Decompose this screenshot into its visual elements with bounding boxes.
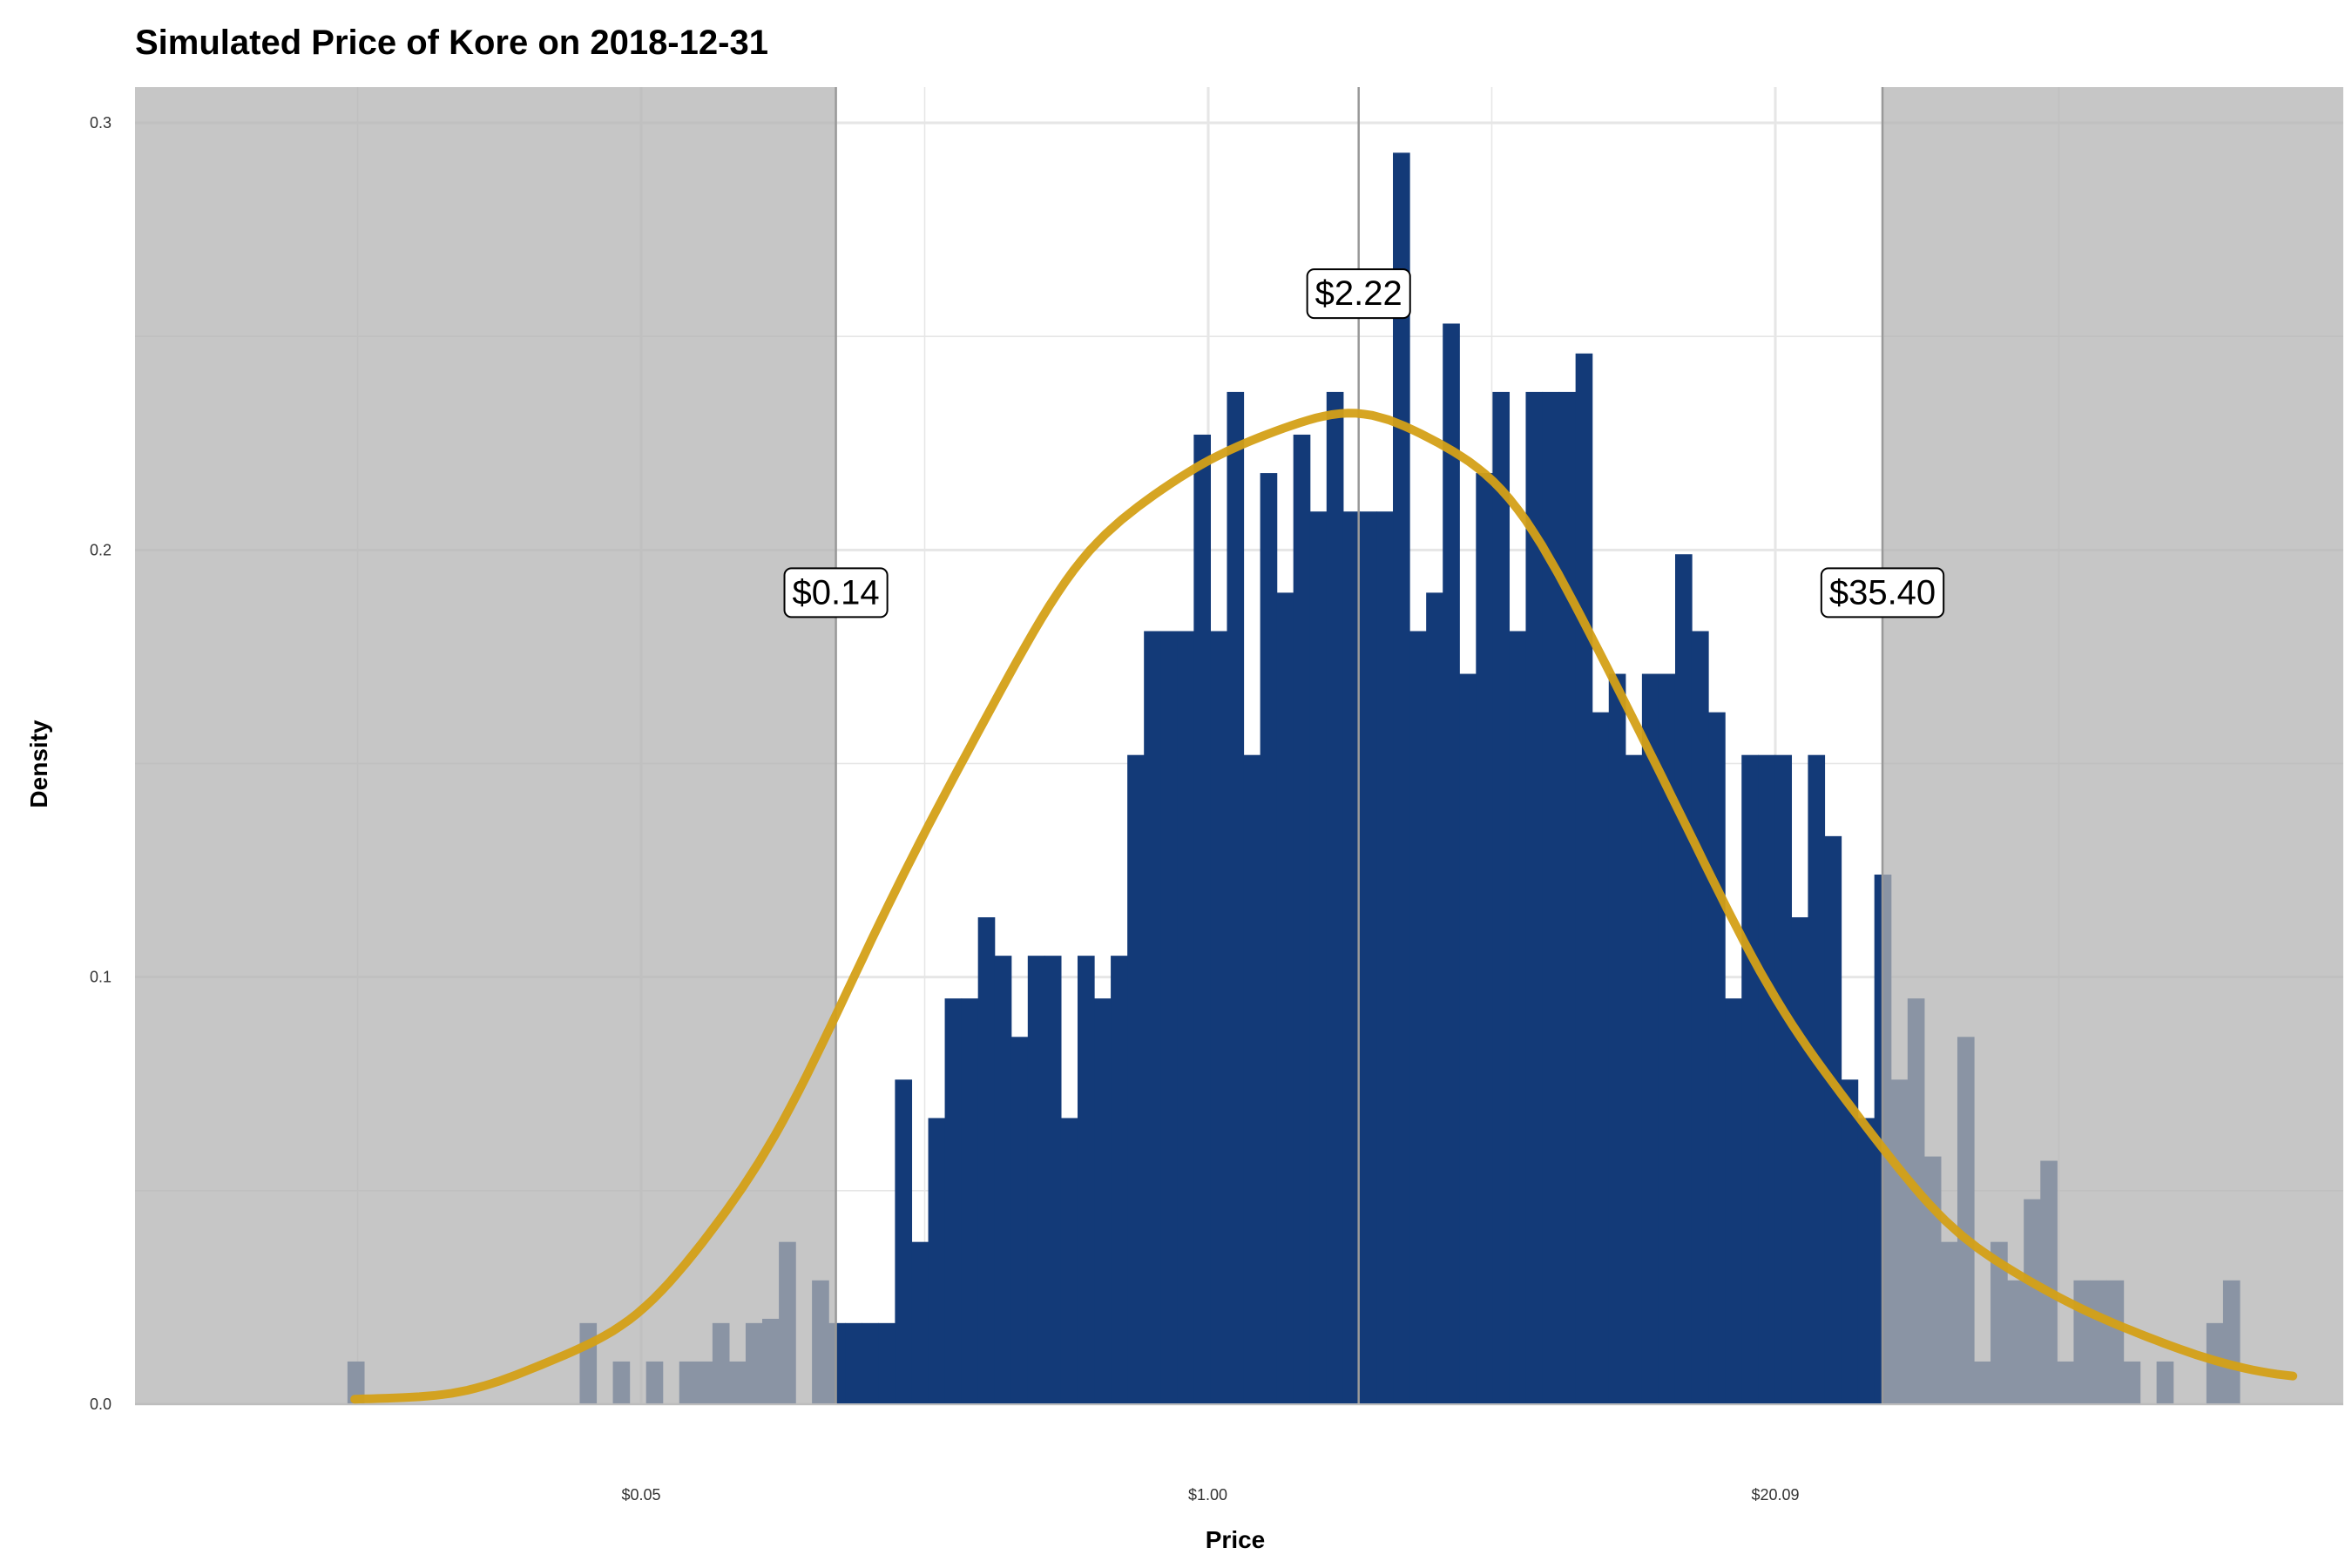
- histogram-bar: [1309, 511, 1328, 1404]
- x-tick-label: $20.09: [1751, 1486, 1799, 1504]
- histogram-bar: [1774, 754, 1793, 1404]
- histogram-bar: [1808, 754, 1826, 1404]
- y-axis-ticks: 0.0 0.1 0.2 0.3: [90, 114, 112, 1413]
- chart-title: Simulated Price of Kore on 2018-12-31: [135, 24, 768, 62]
- histogram-bar: [1044, 956, 1062, 1404]
- histogram-bar: [1293, 434, 1311, 1404]
- annotation-label: $0.14: [783, 567, 889, 618]
- x-tick-label: $1.00: [1188, 1486, 1227, 1504]
- histogram-bar: [1359, 511, 1377, 1404]
- left-tail-shade: [135, 87, 836, 1404]
- histogram-bar: [1608, 673, 1626, 1404]
- histogram-bar: [1476, 473, 1493, 1405]
- histogram-bar: [1409, 631, 1427, 1404]
- histogram-bar: [1558, 391, 1577, 1404]
- y-tick-label: 0.0: [90, 1396, 112, 1413]
- histogram-bar: [1326, 391, 1344, 1404]
- histogram-bar: [1674, 554, 1693, 1404]
- histogram-bar: [1658, 673, 1676, 1404]
- x-axis-ticks: $0.05 $1.00 $20.09: [621, 1486, 1799, 1504]
- annotation-text: $2.22: [1315, 274, 1402, 313]
- histogram-bar: [1575, 353, 1593, 1404]
- annotation-text: $0.14: [793, 573, 880, 612]
- histogram-bar: [961, 998, 979, 1404]
- histogram-bar: [1027, 956, 1045, 1404]
- annotation-label: $2.22: [1306, 268, 1411, 320]
- annotation-box: [1306, 268, 1411, 320]
- histogram-bar: [1243, 754, 1261, 1404]
- density-curve-line: [350, 409, 2298, 1404]
- histogram-bar: [977, 917, 996, 1404]
- outer-interval-shading: [135, 87, 2343, 1404]
- histogram-bar: [911, 1241, 929, 1404]
- histogram-bar: [1260, 473, 1278, 1405]
- histogram-bar: [1525, 391, 1544, 1404]
- histogram-bar: [1791, 917, 1809, 1404]
- histogram-bar: [1625, 754, 1643, 1404]
- histogram-bar: [862, 1322, 879, 1404]
- histogram-bar: [928, 1118, 946, 1404]
- histogram-bar: [1641, 673, 1659, 1404]
- histogram-bar: [895, 1079, 913, 1404]
- histogram-bar: [1060, 1118, 1078, 1404]
- histogram-bar: [1127, 754, 1145, 1404]
- histogram-bar: [1094, 998, 1112, 1404]
- histogram-bar: [1342, 511, 1361, 1404]
- histogram-bar: [1193, 434, 1211, 1404]
- histogram-bar: [1857, 1118, 1876, 1404]
- histogram-bar: [1758, 754, 1775, 1404]
- annotation-box: [1820, 567, 1945, 618]
- histogram-bar: [1741, 754, 1759, 1404]
- histogram-bar: [1276, 592, 1294, 1404]
- annotation-text: $35.40: [1829, 573, 1936, 612]
- histogram-bar: [1725, 998, 1742, 1404]
- histogram-bar: [1227, 391, 1245, 1404]
- histogram-bar: [878, 1322, 896, 1404]
- histogram-bar: [1210, 631, 1228, 1404]
- histogram-bar: [1443, 323, 1460, 1404]
- histogram-bar: [1459, 673, 1477, 1404]
- annotations: $0.14 $2.22 $35.40: [783, 268, 1945, 618]
- histogram-bar: [1393, 152, 1410, 1404]
- x-axis-title: Price: [1206, 1526, 1266, 1553]
- histogram-bar: [1542, 391, 1560, 1404]
- histogram-bar: [944, 998, 963, 1404]
- right-tail-shade: [1882, 87, 2343, 1404]
- y-tick-label: 0.1: [90, 969, 112, 986]
- histogram-bar: [1592, 712, 1610, 1404]
- histogram-bar: [1177, 631, 1194, 1404]
- histogram-bar: [845, 1322, 862, 1404]
- y-tick-label: 0.2: [90, 541, 112, 558]
- histogram-bar: [1509, 631, 1527, 1404]
- y-axis-title: Density: [25, 720, 52, 808]
- y-tick-label: 0.3: [90, 114, 112, 132]
- annotation-box: [783, 567, 889, 618]
- histogram-bar: [1160, 631, 1178, 1404]
- histogram-bar: [1691, 631, 1709, 1404]
- histogram-bar: [1111, 956, 1128, 1404]
- histogram-bar: [1492, 391, 1511, 1404]
- histogram-bar: [994, 956, 1012, 1404]
- annotation-label: $35.40: [1820, 567, 1945, 618]
- histogram-bar: [1144, 631, 1161, 1404]
- histogram-bar: [1708, 712, 1726, 1404]
- histogram-bar: [1010, 1037, 1029, 1404]
- histogram-bar: [1077, 956, 1095, 1404]
- histogram-bar: [1824, 835, 1842, 1404]
- histogram-bar: [1426, 592, 1443, 1404]
- histogram-bar: [1841, 1079, 1859, 1404]
- density-curve: [350, 409, 2298, 1404]
- x-tick-label: $0.05: [621, 1486, 660, 1504]
- histogram-bar: [1376, 511, 1394, 1404]
